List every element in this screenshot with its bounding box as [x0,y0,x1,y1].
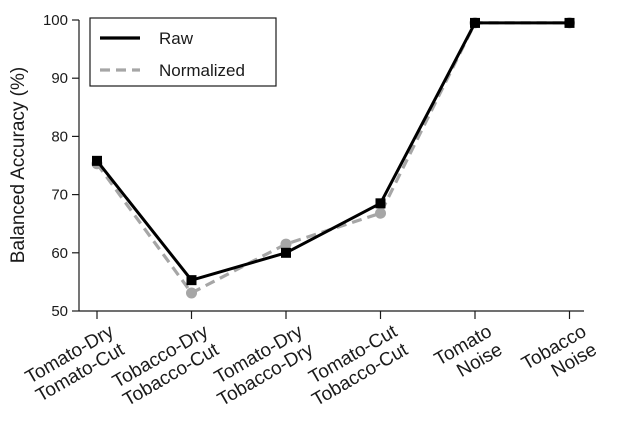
series-line-raw [95,21,570,282]
y-tick-label: 90 [51,70,68,87]
x-tick-label: TobaccoNoise [518,321,600,393]
series-group [91,17,575,299]
y-tick-label: 60 [51,245,68,262]
data-point [470,17,480,28]
data-point [375,207,386,219]
x-tick-label: Tomato-DryTomato-Cut [22,321,129,407]
data-point [186,287,197,299]
data-point [281,247,291,258]
legend-box [89,17,277,87]
y-axis-label: Balanced Accuracy (%) [8,67,29,263]
data-point [92,155,102,166]
legend-label: Normalized [159,61,245,80]
legend: Raw Normalized [89,17,277,87]
x-tick-label: Tobacco-DryTobacco-Cut [109,321,223,411]
data-point [186,275,197,286]
legend-label: Raw [159,29,194,48]
y-tick-label: 100 [43,12,68,29]
y-tick-label: 50 [51,303,68,320]
data-point [375,198,386,209]
x-tick-label: Tomato-DryTobacco-Dry [204,321,318,411]
data-point [280,238,292,250]
y-tick-label: 70 [51,187,68,204]
x-tick-label: Tomato-CutTobacco-Cut [298,321,412,411]
x-tick-label: TomatoNoise [431,321,506,389]
data-point [564,17,575,28]
y-tick-label: 80 [51,128,68,145]
